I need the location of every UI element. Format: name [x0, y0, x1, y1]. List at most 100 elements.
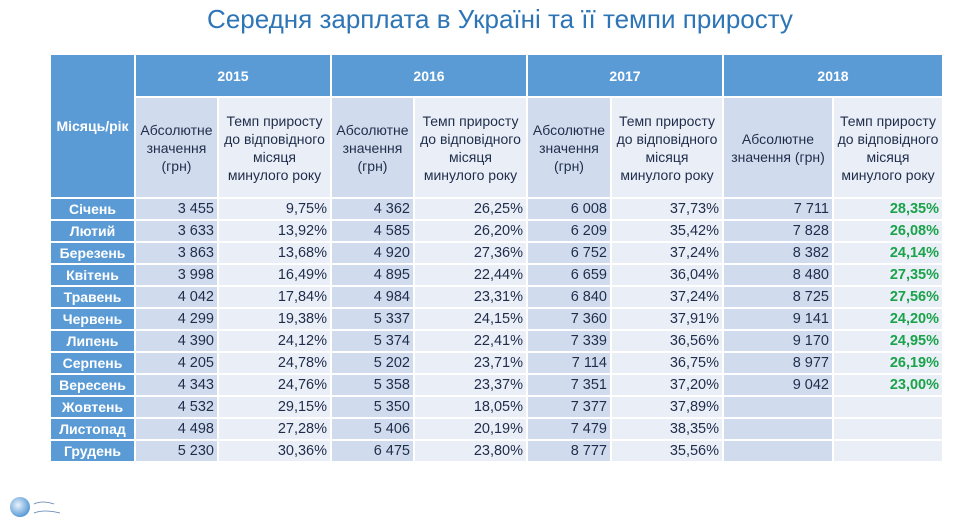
growth-rate-cell: 37,24%: [610, 285, 724, 309]
table-row: Грудень 5 230 30,36% 6 475 23,80% 8 777 35,56%: [49, 439, 944, 463]
month-label: Березень: [49, 241, 136, 265]
table-row: Січень 3 455 9,75% 4 362 26,25% 6 008 37,73% 7 …: [49, 197, 944, 221]
absolute-value-cell: 4 532: [134, 395, 219, 419]
growth-rate-cell: 26,19%: [832, 351, 944, 375]
growth-rate-cell: 38,35%: [610, 417, 724, 441]
month-label: Вересень: [49, 373, 136, 397]
absolute-value-cell: 5 202: [330, 351, 415, 375]
month-label: Грудень: [49, 439, 136, 463]
absolute-value-header: Абсолютне значення (грн): [722, 96, 834, 199]
growth-rate-cell: 37,89%: [610, 395, 724, 419]
growth-rate-cell: 36,75%: [610, 351, 724, 375]
growth-rate-cell: 26,20%: [413, 219, 528, 243]
growth-rate-cell: 37,91%: [610, 307, 724, 331]
absolute-value-cell: 8 725: [722, 285, 834, 309]
absolute-value-cell: 7 360: [526, 307, 612, 331]
company-logo: [10, 497, 61, 517]
year-header: 2016: [330, 53, 528, 98]
table-row: Квітень 3 998 16,49% 4 895 22,44% 6 659 36,04%…: [49, 263, 944, 287]
absolute-value-cell: 6 840: [526, 285, 612, 309]
growth-rate-cell: 23,31%: [413, 285, 528, 309]
month-year-header: Місяць/рік: [49, 53, 136, 199]
growth-rate-cell: 23,00%: [832, 373, 944, 397]
table-row: Лютий 3 633 13,92% 4 585 26,20% 6 209 35,42% 7 …: [49, 219, 944, 243]
growth-rate-cell: 36,04%: [610, 263, 724, 287]
growth-rate-cell: 24,95%: [832, 329, 944, 353]
growth-rate-cell: 17,84%: [217, 285, 332, 309]
absolute-value-header: Абсолютне значення (грн): [330, 96, 415, 199]
table-row: Липень 4 390 24,12% 5 374 22,41% 7 339 36,56% 9…: [49, 329, 944, 353]
absolute-value-cell: 5 358: [330, 373, 415, 397]
growth-rate-cell: 24,20%: [832, 307, 944, 331]
absolute-value-cell: 6 008: [526, 197, 612, 221]
year-header-row: Місяць/рік 2015 2016 2017 2018: [49, 53, 944, 199]
growth-rate-cell: [832, 395, 944, 419]
absolute-value-cell: 6 659: [526, 263, 612, 287]
growth-rate-cell: 35,42%: [610, 219, 724, 243]
absolute-value-cell: 8 777: [526, 439, 612, 463]
absolute-value-cell: [722, 395, 834, 419]
growth-rate-cell: 28,35%: [832, 197, 944, 221]
absolute-value-cell: 4 299: [134, 307, 219, 331]
table-row: Листопад 4 498 27,28% 5 406 20,19% 7 479 38,35…: [49, 417, 944, 441]
absolute-value-cell: 5 406: [330, 417, 415, 441]
absolute-value-header: Абсолютне значення (грн): [134, 96, 219, 199]
page-title: Середня зарплата в Україні та її темпи п…: [207, 4, 793, 34]
growth-rate-cell: 27,56%: [832, 285, 944, 309]
growth-rate-header: Темп приросту до відповідного місяця мин…: [610, 96, 724, 199]
year-header: 2017: [526, 53, 724, 98]
absolute-value-cell: 5 350: [330, 395, 415, 419]
growth-rate-cell: 27,36%: [413, 241, 528, 265]
absolute-value-cell: 4 362: [330, 197, 415, 221]
growth-rate-cell: 24,78%: [217, 351, 332, 375]
month-label: Червень: [49, 307, 136, 331]
table-row: Вересень 4 343 24,76% 5 358 23,37% 7 351 37,20…: [49, 373, 944, 397]
month-label: Січень: [49, 197, 136, 221]
absolute-value-cell: 6 209: [526, 219, 612, 243]
growth-rate-cell: 16,49%: [217, 263, 332, 287]
absolute-value-cell: 7 351: [526, 373, 612, 397]
growth-rate-cell: 26,25%: [413, 197, 528, 221]
absolute-value-cell: 5 230: [134, 439, 219, 463]
growth-rate-cell: 13,92%: [217, 219, 332, 243]
absolute-value-cell: 8 382: [722, 241, 834, 265]
salary-table: Місяць/рік 2015 2016 2017 2018 Абсолютне…: [49, 53, 944, 463]
month-label: Липень: [49, 329, 136, 353]
absolute-value-cell: 7 711: [722, 197, 834, 221]
absolute-value-cell: 7 828: [722, 219, 834, 243]
absolute-value-cell: 4 585: [330, 219, 415, 243]
month-label: Серпень: [49, 351, 136, 375]
growth-rate-cell: 19,38%: [217, 307, 332, 331]
growth-rate-cell: 36,56%: [610, 329, 724, 353]
table-body: Січень 3 455 9,75% 4 362 26,25% 6 008 37,73% 7 …: [49, 197, 944, 463]
absolute-value-cell: 7 339: [526, 329, 612, 353]
year-header: 2015: [134, 53, 332, 98]
absolute-value-cell: 4 390: [134, 329, 219, 353]
growth-rate-cell: 24,76%: [217, 373, 332, 397]
absolute-value-cell: 9 170: [722, 329, 834, 353]
table-row: Травень 4 042 17,84% 4 984 23,31% 6 840 37,24%…: [49, 285, 944, 309]
month-label: Лютий: [49, 219, 136, 243]
growth-rate-cell: 23,71%: [413, 351, 528, 375]
absolute-value-cell: 4 498: [134, 417, 219, 441]
growth-rate-cell: 24,14%: [832, 241, 944, 265]
table-row: Жовтень 4 532 29,15% 5 350 18,05% 7 377 37,89%: [49, 395, 944, 419]
absolute-value-cell: 3 863: [134, 241, 219, 265]
absolute-value-cell: 8 480: [722, 263, 834, 287]
absolute-value-cell: 3 998: [134, 263, 219, 287]
growth-rate-cell: 22,44%: [413, 263, 528, 287]
growth-rate-cell: 13,68%: [217, 241, 332, 265]
growth-rate-cell: 24,12%: [217, 329, 332, 353]
month-label: Травень: [49, 285, 136, 309]
month-label: Листопад: [49, 417, 136, 441]
table-row: Серпень 4 205 24,78% 5 202 23,71% 7 114 36,75%…: [49, 351, 944, 375]
absolute-value-cell: 4 920: [330, 241, 415, 265]
absolute-value-cell: 4 895: [330, 263, 415, 287]
growth-rate-header: Темп приросту до відповідного місяця мин…: [217, 96, 332, 199]
absolute-value-cell: 3 455: [134, 197, 219, 221]
growth-rate-cell: 27,28%: [217, 417, 332, 441]
month-label: Квітень: [49, 263, 136, 287]
absolute-value-cell: 3 633: [134, 219, 219, 243]
growth-rate-cell: 22,41%: [413, 329, 528, 353]
growth-rate-cell: 30,36%: [217, 439, 332, 463]
